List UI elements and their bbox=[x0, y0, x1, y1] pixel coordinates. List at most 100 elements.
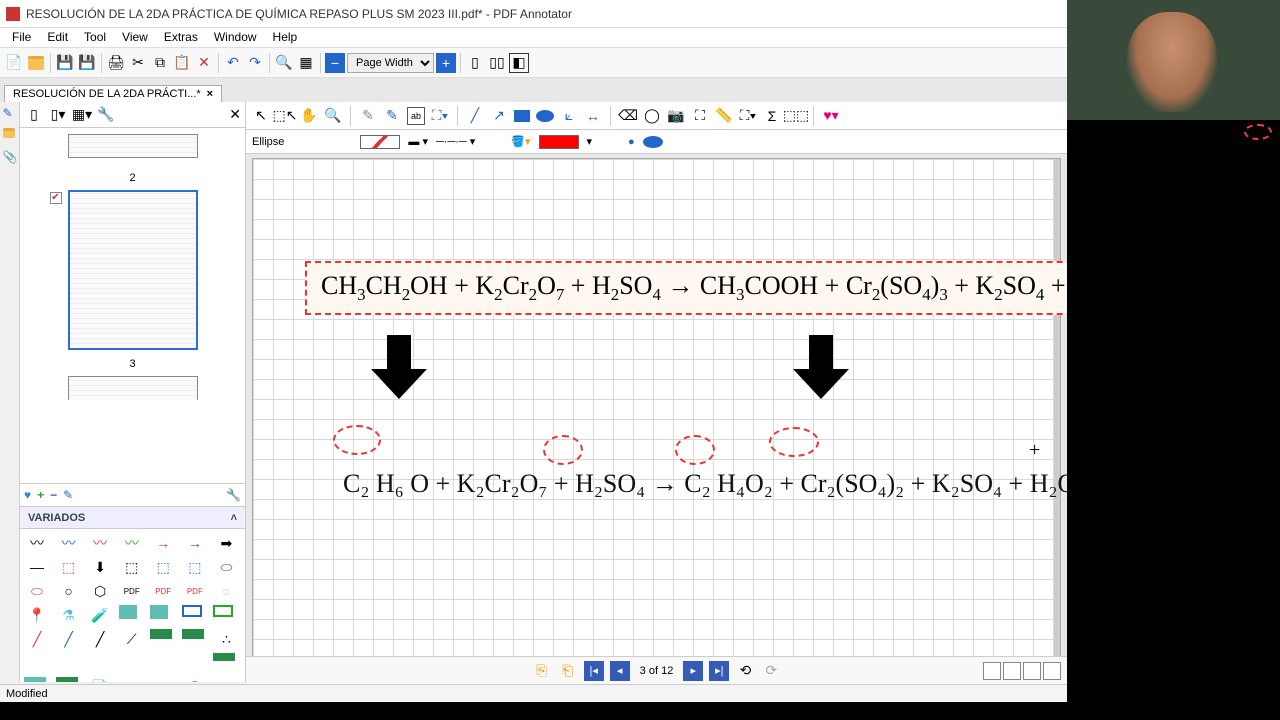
tab-close-icon[interactable]: × bbox=[207, 88, 213, 100]
pen-icon[interactable]: ✎ bbox=[359, 107, 377, 125]
attach-icon[interactable]: 📎 bbox=[3, 150, 17, 164]
stamp-wave-red[interactable]: 〰 bbox=[87, 533, 113, 553]
zoom-out-icon[interactable]: − bbox=[325, 53, 345, 73]
stamp-flask-y1[interactable]: ⚱ bbox=[213, 677, 239, 682]
save-icon[interactable]: 💾 bbox=[55, 53, 75, 73]
fill-icon[interactable]: 🪣▾ bbox=[511, 135, 530, 148]
sidebar-close-icon[interactable]: ✕ bbox=[229, 106, 241, 123]
stamps-grid[interactable]: 〰 〰 〰 〰 → → ➡ — ⬚ ⬇ ⬚ ⬚ ⬚ ⬭ ⬭ ○ ⬡ PDF PD… bbox=[20, 529, 245, 682]
paste-icon[interactable]: 📋 bbox=[172, 53, 192, 73]
stamp-line-blue[interactable]: ╱ bbox=[56, 629, 82, 649]
stamp-flask[interactable]: ⚗ bbox=[56, 605, 82, 625]
ellipse-annotation[interactable] bbox=[333, 425, 381, 455]
stamp-hex[interactable]: ⬡ bbox=[87, 581, 113, 601]
view-two-cont-icon[interactable] bbox=[1043, 662, 1061, 680]
zoom-select[interactable]: Page Width bbox=[347, 53, 434, 73]
pages-dd-icon[interactable]: ▯▾ bbox=[48, 105, 68, 125]
pan-icon[interactable]: ✋ bbox=[300, 107, 318, 125]
stamp-circle[interactable]: ○ bbox=[56, 581, 82, 601]
opacity-circle-icon[interactable]: ● bbox=[628, 136, 635, 148]
fav-wrench-icon[interactable]: 🔧 bbox=[226, 488, 241, 502]
stamp-pdf3[interactable]: PDF bbox=[182, 581, 208, 601]
favorite-icon[interactable]: ♥▾ bbox=[822, 107, 840, 125]
stamp-beaker2[interactable]: ⊔ bbox=[150, 677, 176, 682]
opacity-ellipse-icon[interactable] bbox=[643, 136, 663, 148]
fill-color-swatch[interactable] bbox=[539, 135, 579, 149]
stamp-arrow-red[interactable]: → bbox=[150, 533, 176, 553]
undo-icon[interactable]: ↶ bbox=[223, 53, 243, 73]
sigma-icon[interactable]: Σ bbox=[763, 107, 781, 125]
stamp-empty[interactable] bbox=[24, 653, 50, 673]
stamp-rect-blue[interactable] bbox=[182, 605, 202, 617]
view-single-icon[interactable] bbox=[983, 662, 1001, 680]
stamp-dash-blue2[interactable]: ⬚ bbox=[182, 557, 208, 577]
marker-icon[interactable]: ✎ bbox=[383, 107, 401, 125]
menu-file[interactable]: File bbox=[4, 28, 39, 47]
pages-icon[interactable]: ▯ bbox=[24, 105, 44, 125]
stamp-tube[interactable]: 🧪 bbox=[87, 605, 113, 625]
print-icon[interactable]: 🖨 bbox=[106, 53, 126, 73]
eraser-icon[interactable]: ⌫ bbox=[619, 107, 637, 125]
stamp-dash-blue[interactable]: ⬚ bbox=[150, 557, 176, 577]
stamp-empty[interactable] bbox=[56, 653, 82, 673]
arrow-icon[interactable]: ↗ bbox=[490, 107, 508, 125]
menu-view[interactable]: View bbox=[114, 28, 156, 47]
stamp-wave-black[interactable]: 〰 bbox=[24, 533, 50, 553]
stamp-empty[interactable] bbox=[150, 653, 176, 673]
line-width-dd[interactable]: ▬ ▾ bbox=[408, 135, 428, 148]
stamp-pin[interactable]: 📍 bbox=[24, 605, 50, 625]
heart-icon[interactable]: ♥ bbox=[24, 488, 31, 502]
stamp-dash-red[interactable]: ⬚ bbox=[56, 557, 82, 577]
stamp-bar-g4[interactable] bbox=[24, 677, 46, 682]
first-page-icon[interactable]: |◂ bbox=[584, 661, 604, 681]
menu-extras[interactable]: Extras bbox=[156, 28, 206, 47]
grid-icon[interactable]: ▦ bbox=[296, 53, 316, 73]
favorites-header[interactable]: VARIADOS ˄ bbox=[20, 507, 245, 529]
ellipse-annotation[interactable] bbox=[543, 435, 583, 465]
thumbnails-panel[interactable]: 2 ✔ 3 bbox=[20, 128, 245, 483]
stamp-dash-black[interactable]: ⬚ bbox=[119, 557, 145, 577]
forward-icon[interactable]: ⟳ bbox=[761, 661, 781, 681]
transform-icon[interactable]: ⛶▾ bbox=[739, 107, 757, 125]
nav-ins-after-icon[interactable]: ⎗ bbox=[558, 661, 578, 681]
nav-ins-before-icon[interactable]: ⎘ bbox=[532, 661, 552, 681]
stamp-arrow-black[interactable]: ➡ bbox=[213, 533, 239, 553]
group-icon[interactable]: ⬚⬚ bbox=[787, 107, 805, 125]
text-icon[interactable]: ab bbox=[407, 107, 425, 125]
folder-rail-icon[interactable] bbox=[3, 128, 17, 142]
stamp-bar-g3[interactable] bbox=[213, 653, 235, 661]
menu-tool[interactable]: Tool bbox=[76, 28, 114, 47]
stamp-beaker-teal2[interactable] bbox=[150, 605, 168, 619]
stamp-empty[interactable] bbox=[182, 653, 208, 673]
stamp-line-black[interactable]: ╱ bbox=[87, 629, 113, 649]
next-page-icon[interactable]: ▸ bbox=[683, 661, 703, 681]
stamp-drop[interactable]: ⬤ bbox=[182, 677, 208, 682]
lasso-icon[interactable]: ◯ bbox=[643, 107, 661, 125]
back-icon[interactable]: ⟲ bbox=[735, 661, 755, 681]
line-icon[interactable]: ╱ bbox=[466, 107, 484, 125]
page-thumbnail[interactable] bbox=[68, 134, 198, 158]
stamp-arrow-blue[interactable]: → bbox=[182, 533, 208, 553]
document-tab[interactable]: RESOLUCIÓN DE LA 2DA PRÁCTI...* × bbox=[4, 85, 222, 102]
snapshot-icon[interactable]: 📷 bbox=[667, 107, 685, 125]
zoom-in-icon[interactable]: + bbox=[436, 53, 456, 73]
zoom-icon[interactable]: 🔍 bbox=[324, 107, 342, 125]
page-thumbnail[interactable] bbox=[68, 376, 198, 400]
stamp-mountain[interactable]: ◮ bbox=[119, 677, 145, 682]
view1-icon[interactable]: ▯ bbox=[465, 53, 485, 73]
layout-icon[interactable]: ▦▾ bbox=[72, 105, 92, 125]
stamp-ellipse-dash[interactable]: ⬭ bbox=[213, 557, 239, 577]
stamp-paper[interactable]: 📄 bbox=[87, 677, 113, 682]
stamp-bar-green[interactable] bbox=[150, 629, 172, 639]
crop-icon[interactable]: ⛶ bbox=[691, 107, 709, 125]
view-cont-icon[interactable] bbox=[1003, 662, 1021, 680]
delete-icon[interactable]: ✕ bbox=[194, 53, 214, 73]
menu-window[interactable]: Window bbox=[206, 28, 265, 47]
stamp-line-red[interactable]: ╱ bbox=[24, 629, 50, 649]
last-page-icon[interactable]: ▸| bbox=[709, 661, 729, 681]
cut-icon[interactable]: ✂ bbox=[128, 53, 148, 73]
rect-icon[interactable] bbox=[514, 110, 530, 122]
stamp-dots[interactable]: ∴ bbox=[213, 629, 239, 649]
thumb-checked-icon[interactable]: ✔ bbox=[50, 192, 62, 204]
stamp-pdf2[interactable]: PDF bbox=[150, 581, 176, 601]
